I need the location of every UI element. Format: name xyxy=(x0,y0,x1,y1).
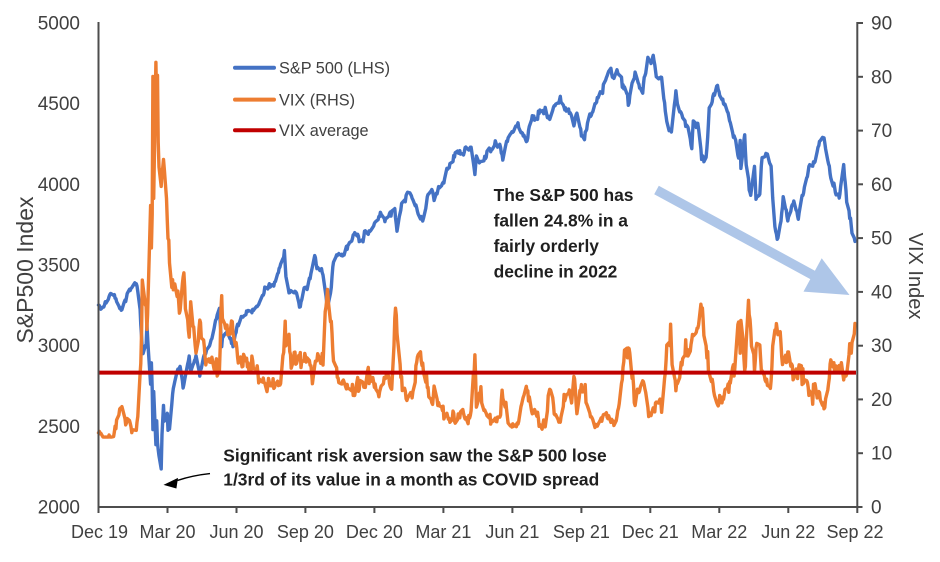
svg-text:2000: 2000 xyxy=(38,498,80,519)
svg-text:30: 30 xyxy=(871,336,892,357)
svg-text:1/3rd of its value in a month: 1/3rd of its value in a month as COVID s… xyxy=(223,470,599,490)
svg-text:VIX average: VIX average xyxy=(279,122,369,140)
svg-text:2500: 2500 xyxy=(38,417,80,438)
svg-text:S&P 500 (LHS): S&P 500 (LHS) xyxy=(279,60,390,78)
svg-text:80: 80 xyxy=(871,67,892,88)
svg-text:Sep 20: Sep 20 xyxy=(277,522,334,542)
svg-text:The S&P 500 has: The S&P 500 has xyxy=(494,185,634,205)
svg-text:3000: 3000 xyxy=(38,336,80,357)
svg-text:VIX Index: VIX Index xyxy=(904,233,926,320)
svg-text:Mar 20: Mar 20 xyxy=(139,522,195,542)
svg-text:S&P500 Index: S&P500 Index xyxy=(12,196,38,344)
svg-text:Dec 21: Dec 21 xyxy=(622,522,679,542)
svg-text:Dec 20: Dec 20 xyxy=(346,522,403,542)
svg-text:Jun 20: Jun 20 xyxy=(209,522,263,542)
svg-text:Jun 22: Jun 22 xyxy=(761,522,815,542)
svg-text:60: 60 xyxy=(871,175,892,196)
svg-text:Jun 21: Jun 21 xyxy=(485,522,539,542)
svg-text:fairly orderly: fairly orderly xyxy=(494,236,600,256)
svg-text:50: 50 xyxy=(871,229,892,250)
svg-text:Sep 21: Sep 21 xyxy=(553,522,610,542)
svg-text:4500: 4500 xyxy=(38,94,80,115)
svg-text:70: 70 xyxy=(871,121,892,142)
svg-text:Significant risk aversion saw: Significant risk aversion saw the S&P 50… xyxy=(223,446,607,466)
svg-text:0: 0 xyxy=(871,498,882,519)
svg-text:decline in 2022: decline in 2022 xyxy=(494,262,618,282)
svg-text:20: 20 xyxy=(871,390,892,411)
svg-text:4000: 4000 xyxy=(38,175,80,196)
svg-text:90: 90 xyxy=(871,14,892,35)
svg-text:fallen 24.8% in a: fallen 24.8% in a xyxy=(494,211,629,231)
svg-text:Mar 21: Mar 21 xyxy=(415,522,471,542)
svg-text:40: 40 xyxy=(871,282,892,303)
svg-text:5000: 5000 xyxy=(38,14,80,35)
svg-text:Dec 19: Dec 19 xyxy=(71,522,128,542)
svg-text:3500: 3500 xyxy=(38,256,80,277)
svg-text:10: 10 xyxy=(871,444,892,465)
svg-text:VIX (RHS): VIX (RHS) xyxy=(279,91,355,109)
svg-text:Sep 22: Sep 22 xyxy=(826,522,883,542)
svg-text:Mar 22: Mar 22 xyxy=(691,522,747,542)
